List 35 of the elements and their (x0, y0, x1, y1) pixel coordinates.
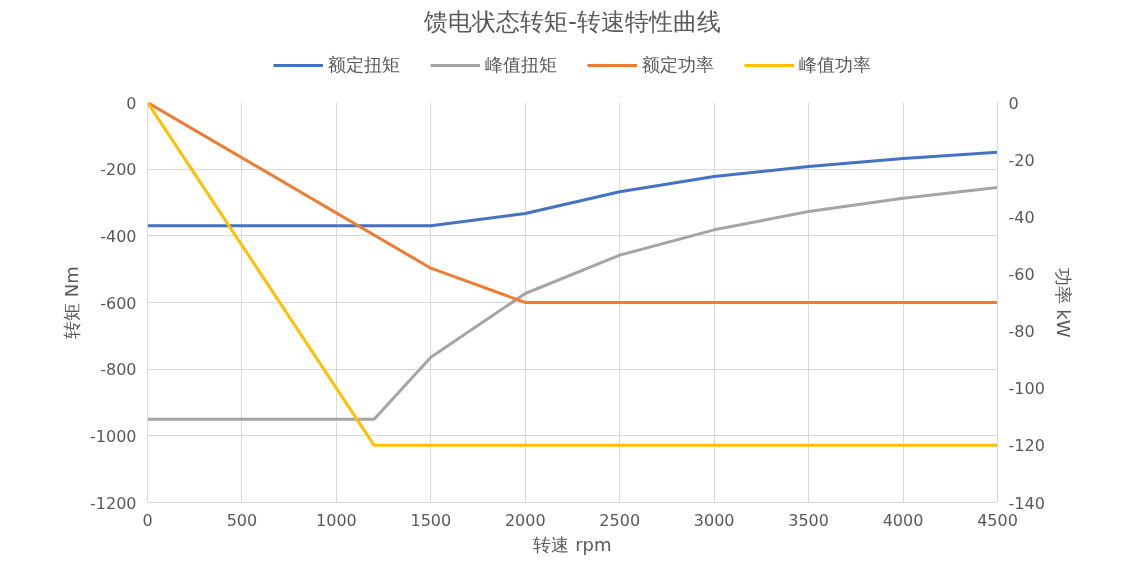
x-tick-label: 500 (226, 510, 258, 530)
x-tick-label: 1500 (410, 510, 452, 530)
y2-tick-label: -60 (1008, 264, 1035, 284)
y-tick-label: 0 (126, 93, 137, 113)
line-series (147, 186, 998, 421)
chart-title: 馈电状态转矩-转速特性曲线 (423, 7, 721, 36)
y-axis-title: 转矩 Nm (61, 266, 83, 339)
y2-tick-label: -80 (1008, 322, 1035, 342)
y2-tick-label: -40 (1008, 207, 1035, 227)
x-tick-label: 1000 (316, 510, 357, 530)
y2-tick-label: -120 (1008, 436, 1045, 456)
legend-label: 额定扭矩 (328, 53, 400, 77)
x-axis-title: 转速 rpm (533, 533, 612, 555)
y-tick-label: -1200 (90, 493, 137, 513)
x-tick-label: 4000 (882, 510, 924, 530)
y-tick-label: -400 (100, 226, 137, 246)
legend-label: 峰值扭矩 (485, 53, 557, 77)
x-tick-label: 3000 (693, 510, 735, 530)
x-tick-label: 0 (142, 510, 153, 530)
y-tick-label: -1000 (90, 426, 137, 446)
line-series (147, 150, 998, 228)
y2-tick-label: 0 (1008, 93, 1019, 113)
x-tick-label: 2500 (599, 510, 641, 530)
x-tick-label: 4500 (977, 510, 1018, 530)
y-tick-label: -600 (100, 293, 137, 313)
y2-tick-label: -100 (1008, 379, 1045, 399)
y2-tick-label: -140 (1008, 493, 1045, 513)
x-tick-label: 3500 (788, 510, 829, 530)
y-tick-label: -800 (100, 360, 137, 380)
x-tick-label: 2000 (504, 510, 546, 530)
y-tick-label: -200 (100, 160, 137, 180)
y2-axis-title: 功率 kW (1052, 267, 1074, 338)
y2-tick-label: -20 (1008, 150, 1035, 170)
legend-label: 额定功率 (642, 53, 714, 77)
legend-label: 峰值功率 (799, 53, 871, 77)
